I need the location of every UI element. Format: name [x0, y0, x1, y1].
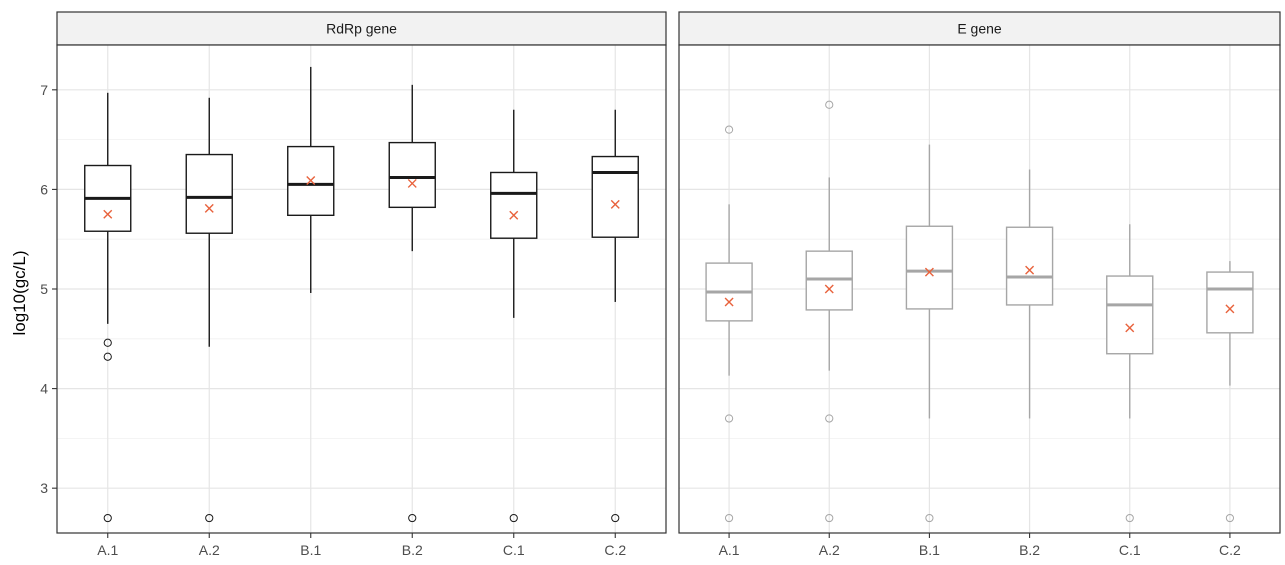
x-tick-label: B.1 [300, 542, 321, 558]
iqr-box [388, 141, 436, 209]
box-C.2 [1206, 261, 1254, 523]
mean-marker [407, 178, 417, 188]
outlier-point [825, 100, 834, 109]
outlier-point [103, 352, 112, 361]
y-tick-label: 3 [40, 480, 48, 496]
mean-marker [610, 199, 620, 209]
panel-rdrp: RdRp gene A.1 A.2 B.1 B.2 C.1 C.2 [56, 11, 667, 558]
x-tick-label: B.1 [919, 542, 940, 558]
outlier-point [509, 513, 518, 523]
box-B.1 [287, 66, 335, 293]
box-C.1 [490, 109, 538, 523]
box-A.1 [84, 92, 132, 523]
mean-marker [306, 175, 316, 185]
outlier-point [1225, 513, 1235, 523]
box-A.2 [805, 100, 853, 523]
box-B.1 [905, 144, 954, 523]
x-tick-label: A.1 [97, 542, 118, 558]
iqr-box [1206, 271, 1254, 334]
iqr-box [905, 225, 954, 310]
panel-strip [56, 11, 667, 46]
mean-marker [1025, 265, 1035, 275]
mean-marker [1225, 304, 1235, 314]
outlier-point [724, 414, 734, 423]
x-tick-label: C.1 [1119, 542, 1141, 558]
outlier-point [611, 513, 620, 523]
mean-marker [509, 210, 519, 220]
outlier-point [205, 513, 214, 523]
panel-title: RdRp gene [326, 21, 397, 37]
y-tick-label: 5 [40, 281, 48, 297]
x-tick-label: A.1 [719, 542, 740, 558]
y-tick-label: 7 [40, 82, 48, 98]
outlier-point [1125, 513, 1134, 523]
panel-title: E gene [957, 21, 1002, 37]
y-tick-label: 4 [40, 381, 48, 397]
y-tick-label: 6 [40, 181, 48, 197]
mean-marker [204, 203, 214, 213]
outlier-point [825, 513, 834, 523]
iqr-box [1005, 226, 1054, 306]
mean-marker [1125, 323, 1135, 333]
x-tick-label: C.2 [604, 542, 626, 558]
outlier-point [925, 513, 934, 523]
mean-marker [724, 297, 734, 307]
iqr-box [591, 155, 639, 238]
outlier-point [103, 513, 112, 523]
iqr-box [185, 153, 233, 234]
box-B.2 [388, 84, 436, 523]
panel-strip [678, 11, 1281, 46]
y-axis-label: log10(gc/L) [10, 250, 29, 335]
panel-e-gene: E gene A.1 A.2 B.1 B.2 C.1 C.2 [678, 11, 1281, 558]
outlier-point [724, 513, 734, 523]
x-tick-label: C.1 [503, 542, 525, 558]
x-tick-label: C.2 [1219, 542, 1241, 558]
iqr-box [490, 171, 538, 239]
outlier-point [103, 338, 112, 347]
panel-border [678, 44, 1281, 534]
box-C.2 [591, 109, 639, 523]
mean-marker [103, 209, 113, 219]
x-tick-label: B.2 [1019, 542, 1040, 558]
x-tick-label: B.2 [402, 542, 423, 558]
box-A.2 [185, 97, 233, 523]
box-C.1 [1106, 224, 1154, 523]
mean-marker [924, 267, 934, 277]
box-A.1 [705, 125, 753, 523]
x-tick-label: A.2 [819, 542, 840, 558]
mean-marker [824, 284, 834, 294]
outlier-point [825, 414, 834, 423]
x-tick-label: A.2 [199, 542, 220, 558]
box-B.2 [1005, 169, 1054, 419]
outlier-point [724, 125, 734, 134]
iqr-box [1106, 275, 1154, 355]
outlier-point [408, 513, 417, 523]
